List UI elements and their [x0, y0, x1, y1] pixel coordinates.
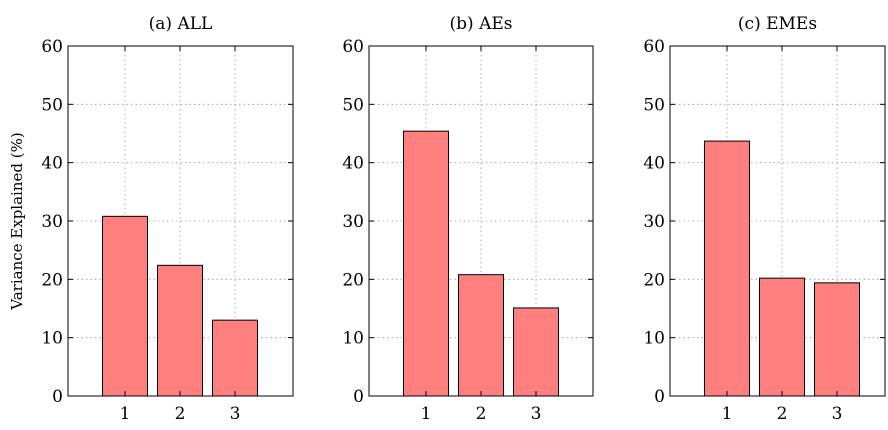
bar-3	[814, 282, 860, 397]
bar-1	[102, 215, 148, 397]
bar-2	[458, 274, 504, 397]
x-tick-label: 3	[230, 404, 241, 424]
y-tick-label: 40	[41, 154, 63, 174]
y-tick-label: 0	[52, 387, 63, 407]
y-tick-label: 50	[643, 95, 665, 115]
x-tick-label: 1	[421, 404, 432, 424]
y-tick-label: 20	[41, 270, 63, 290]
y-tick-label: 0	[353, 387, 364, 407]
y-tick-label: 30	[643, 212, 665, 232]
y-tick-label: 40	[643, 154, 665, 174]
chart-title: (c) EMEs	[738, 14, 817, 34]
x-tick-label: 2	[777, 404, 788, 424]
y-tick-label: 60	[643, 37, 665, 57]
chart-panel-2: 0 10 20 30 40 50 60 1 2 3 (b) AEs	[342, 14, 594, 424]
y-tick-label: 10	[643, 329, 665, 349]
x-tick-label: 1	[722, 404, 733, 424]
x-tick-label: 3	[832, 404, 843, 424]
chart-panel-1: 0 10 20 30 40 50 60 1 2 3 (a) ALL Variance Explaine…	[8, 14, 294, 424]
y-tick-label: 60	[342, 37, 364, 57]
x-tick-label: 3	[531, 404, 542, 424]
y-tick-label: 60	[41, 37, 63, 57]
bar-1	[403, 130, 449, 397]
y-tick-label: 50	[342, 95, 364, 115]
y-tick-label: 10	[41, 329, 63, 349]
y-tick-label: 30	[342, 212, 364, 232]
bar-3	[212, 319, 258, 397]
y-tick-label: 40	[342, 154, 364, 174]
x-tick-label: 2	[476, 404, 487, 424]
x-tick-label: 2	[175, 404, 186, 424]
chart-title: (b) AEs	[450, 14, 513, 34]
y-tick-label: 50	[41, 95, 63, 115]
y-tick-label: 30	[41, 212, 63, 232]
bar-3	[513, 307, 559, 397]
y-tick-label: 20	[342, 270, 364, 290]
x-tick-label: 1	[120, 404, 131, 424]
chart-title: (a) ALL	[149, 14, 213, 34]
chart-panel-3: 0 10 20 30 40 50 60 1 2 3 (c) EMEs	[643, 14, 886, 424]
bar-1	[704, 140, 750, 397]
y-tick-label: 20	[643, 270, 665, 290]
y-axis-label: Variance Explained (%)	[8, 132, 26, 310]
y-tick-label: 10	[342, 329, 364, 349]
y-tick-label: 0	[654, 387, 665, 407]
bar-2	[759, 277, 805, 397]
bar-2	[157, 264, 203, 397]
